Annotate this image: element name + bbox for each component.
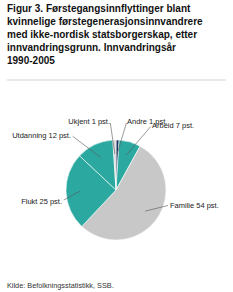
leader-line bbox=[110, 123, 115, 154]
separator bbox=[7, 80, 226, 81]
title: Figur 3. Førstegangsinnflyttinger blant k… bbox=[7, 3, 203, 66]
title-line: innvandringsgrunn. Innvandringsår bbox=[7, 42, 176, 53]
chart: Figur 3. Førstegangsinnflyttinger blant k… bbox=[0, 0, 233, 292]
leader-line bbox=[117, 123, 126, 154]
leader-line bbox=[64, 191, 80, 200]
slice-label: Utdanning 12 pst. bbox=[12, 131, 71, 140]
source: Kilde: Befolkningsstatistikk, SSB. bbox=[7, 281, 114, 290]
title-line: kvinnelige førstegenerasjonsinnvandrere bbox=[7, 16, 203, 27]
leader-line bbox=[126, 127, 151, 156]
slice-label: Familie 54 pst. bbox=[170, 201, 219, 210]
leader-line bbox=[145, 205, 168, 211]
title-line: med ikke-nordisk statsborgerskap, etter bbox=[7, 29, 197, 40]
title-line: Figur 3. Førstegangsinnflyttinger blant bbox=[7, 3, 191, 14]
pie bbox=[66, 140, 166, 240]
title-line: 1990-2005 bbox=[7, 55, 55, 66]
slice-label: Flukt 25 pst. bbox=[21, 197, 62, 206]
slice-label: Arbeid 7 pst. bbox=[152, 121, 194, 130]
slice bbox=[80, 140, 116, 190]
slice bbox=[113, 140, 116, 190]
labels: Andre 1 pst.Arbeid 7 pst.Familie 54 pst.… bbox=[12, 117, 219, 212]
leader-line bbox=[73, 136, 101, 157]
slice-label: Ukjent 1 pst. bbox=[68, 117, 110, 126]
